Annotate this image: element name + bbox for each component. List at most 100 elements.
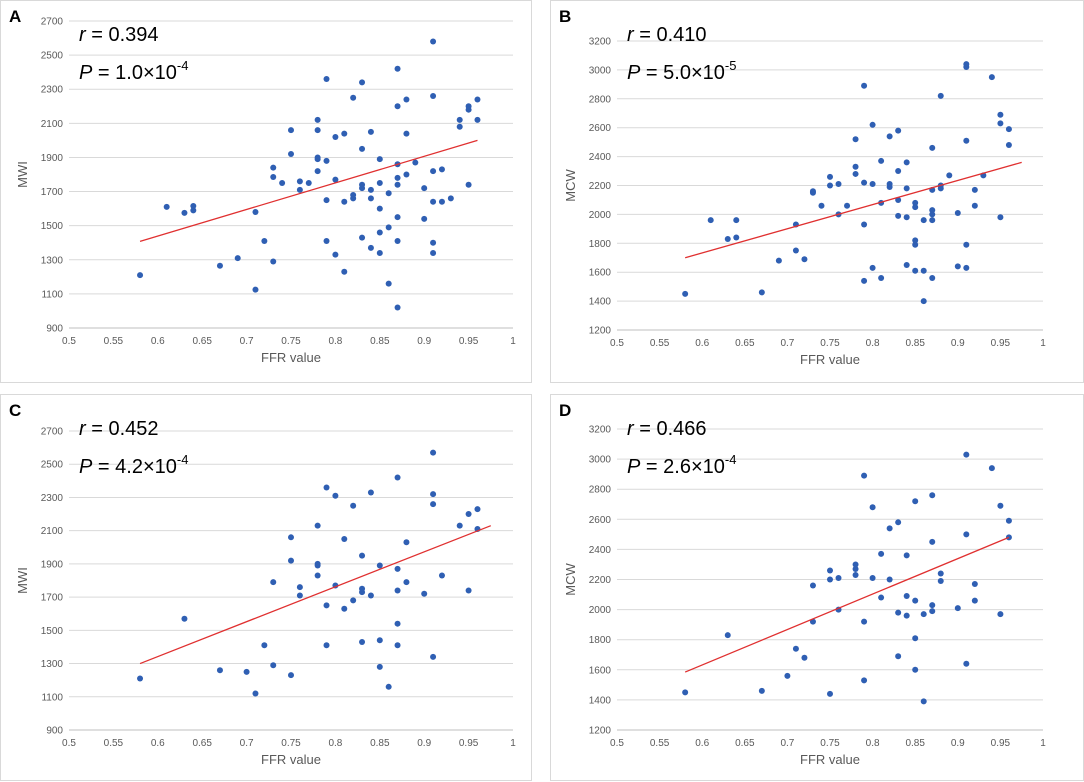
x-axis-title: FFR value [800, 352, 860, 367]
p-annotation: P = 4.2×10-4 [79, 452, 188, 478]
data-point [835, 574, 842, 581]
r-symbol: r [627, 24, 635, 46]
data-point [818, 202, 825, 209]
data-point [430, 491, 437, 498]
data-point [912, 498, 919, 505]
y-tick-label: 1400 [589, 297, 612, 308]
data-point [869, 574, 876, 581]
data-point [852, 136, 859, 143]
data-point [341, 198, 348, 205]
data-point [929, 538, 936, 545]
data-point [181, 615, 188, 622]
data-point [270, 164, 277, 171]
y-tick-label: 2100 [41, 526, 64, 537]
data-point [912, 237, 919, 244]
data-point [385, 683, 392, 690]
data-point [920, 611, 927, 618]
data-point [314, 116, 321, 123]
data-point [270, 258, 277, 265]
data-point [971, 186, 978, 193]
data-point [912, 635, 919, 642]
data-point [954, 605, 961, 612]
p-symbol: P [627, 62, 641, 84]
data-point [912, 241, 919, 248]
data-point [792, 247, 799, 254]
data-point [385, 190, 392, 197]
x-axis-title: FFR value [261, 350, 321, 365]
data-point [912, 267, 919, 274]
data-point [376, 205, 383, 212]
data-point [350, 502, 357, 509]
data-point [341, 605, 348, 612]
y-tick-label: 2000 [589, 210, 612, 221]
data-point [332, 492, 339, 499]
data-point [456, 116, 463, 123]
data-point [937, 92, 944, 99]
data-point [314, 154, 321, 161]
x-tick-label: 0.95 [459, 336, 479, 347]
data-point [305, 180, 312, 187]
data-point [912, 597, 919, 604]
data-point [323, 75, 330, 82]
r-symbol: r [79, 24, 87, 46]
data-point [394, 174, 401, 181]
data-point [852, 561, 859, 568]
scatter-chart-b: 1200 1400 1600 1800 2000 2200 2400 2600 2800 3000… [563, 24, 1046, 367]
data-point [438, 572, 445, 579]
y-axis-title: MCW [563, 169, 578, 202]
y-tick-label: 1900 [41, 153, 64, 164]
data-point [288, 151, 294, 158]
y-tick-label: 2000 [589, 605, 612, 616]
data-point [895, 127, 902, 134]
x-tick-label: 0.9 [417, 738, 431, 749]
p-value: = 4.2×10 [92, 456, 177, 478]
data-point [421, 185, 428, 192]
p-symbol: P [79, 456, 93, 478]
data-point [895, 212, 902, 219]
data-point [359, 79, 366, 86]
data-point [252, 286, 259, 293]
data-point [190, 207, 197, 214]
x-tick-label: 0.85 [905, 338, 925, 349]
data-point [323, 642, 330, 649]
data-point [456, 522, 463, 529]
x-tick-label: 0.95 [991, 338, 1011, 349]
data-point [707, 217, 714, 224]
x-tick-label: 0.95 [459, 738, 479, 749]
data-point [946, 172, 953, 179]
data-point [827, 576, 833, 583]
data-point [878, 274, 885, 281]
data-point [903, 185, 910, 192]
panel-d: D 1200 1400 1600 1800 2000 2200 2400 2600 2800 30… [550, 394, 1084, 781]
x-tick-label: 0.6 [695, 338, 709, 349]
data-point [447, 195, 454, 202]
data-point [988, 74, 995, 81]
data-point [784, 672, 791, 679]
data-point [430, 653, 437, 660]
r-value: = 0.394 [86, 24, 159, 46]
data-point [385, 280, 392, 287]
data-point [869, 504, 876, 511]
trendline [139, 525, 492, 665]
data-point [430, 93, 437, 100]
y-tick-label: 900 [46, 726, 63, 737]
data-point [963, 241, 970, 248]
data-point [394, 103, 401, 110]
y-tick-label: 1500 [41, 626, 64, 637]
r-value: = 0.466 [634, 418, 707, 440]
y-tick-label: 2400 [589, 152, 612, 163]
data-point [314, 168, 321, 175]
data-point [971, 581, 978, 588]
panel-label: B [559, 7, 572, 26]
data-point [359, 585, 366, 592]
x-tick-label: 0.95 [991, 738, 1011, 749]
r-value: = 0.452 [86, 418, 159, 440]
data-point [234, 255, 241, 262]
y-tick-label: 3200 [589, 37, 612, 48]
data-point [954, 263, 961, 270]
x-tick-label: 0.5 [610, 738, 624, 749]
data-point [421, 215, 428, 222]
data-point [323, 157, 330, 164]
data-point [394, 620, 401, 627]
data-point [724, 632, 731, 639]
